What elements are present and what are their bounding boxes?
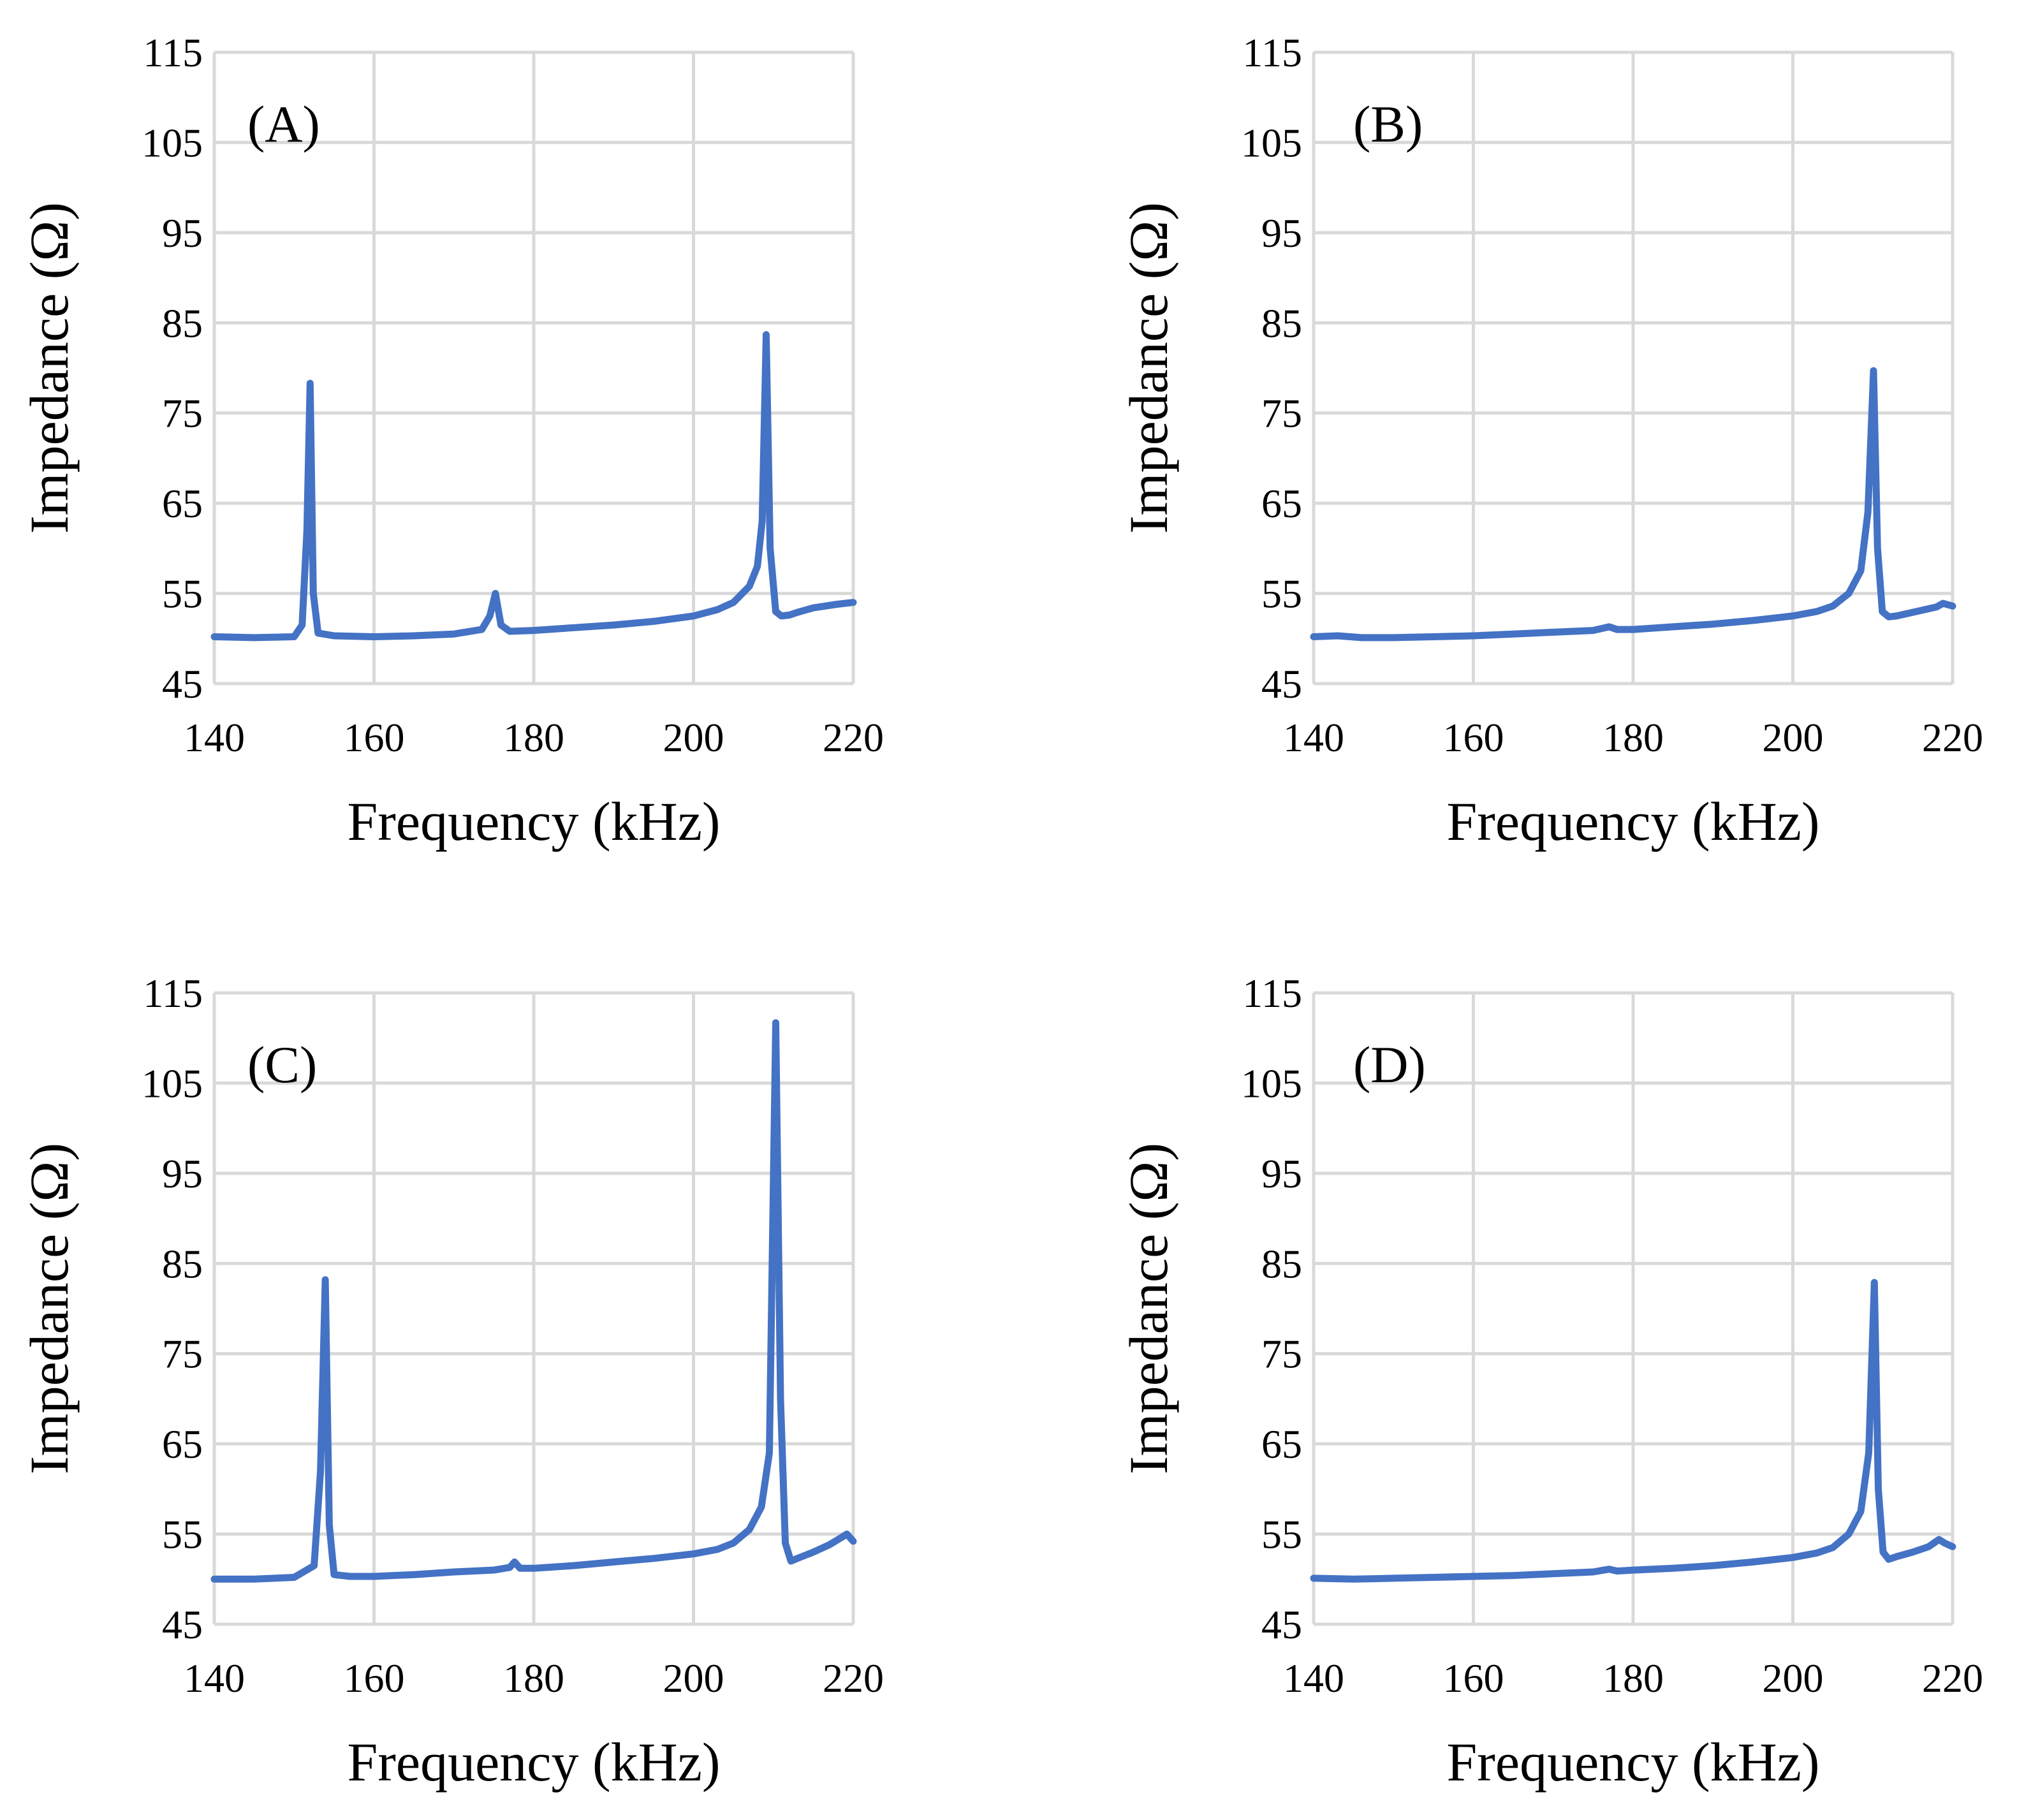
- gridlines: [1312, 991, 1955, 1626]
- y-tick-label: 55: [1261, 571, 1302, 617]
- x-tick-label: 140: [184, 715, 245, 760]
- x-tick-label: 180: [503, 1655, 564, 1701]
- x-tick-label: 200: [663, 1655, 724, 1701]
- y-axis-title: Impedance (Ω): [1118, 202, 1179, 534]
- panel-a: 45 55 65 75 85 95 105 115 140 160 180 200 220 Frequen…: [18, 30, 884, 852]
- y-tick-label: 55: [162, 1512, 203, 1557]
- panels: 45 55 65 75 85 95 105 115 140 160 180 200 220 Frequen…: [18, 30, 1983, 1793]
- panel-label: (C): [247, 1036, 317, 1094]
- y-tick-label: 105: [142, 1060, 203, 1106]
- y-tick-label: 85: [162, 1241, 203, 1286]
- x-tick-label: 220: [1922, 1655, 1983, 1701]
- panel-c: 45 55 65 75 85 95 105 115 140 160 180 200 220 Frequen…: [18, 971, 884, 1793]
- x-axis-title: Frequency (kHz): [347, 1731, 720, 1793]
- x-tick-label: 140: [1283, 715, 1344, 760]
- y-tick-label: 115: [1242, 971, 1302, 1016]
- y-tick-label: 95: [162, 1151, 203, 1196]
- y-tick-label: 115: [1242, 30, 1302, 75]
- panel-label: (B): [1353, 95, 1423, 153]
- y-tick-label: 85: [1261, 300, 1302, 346]
- impedance-series-line: [1310, 1279, 1956, 1583]
- y-tick-label: 115: [143, 971, 203, 1016]
- x-tick-label: 220: [1922, 715, 1983, 760]
- y-tick-label: 85: [1261, 1241, 1302, 1286]
- y-tick-label: 45: [162, 661, 203, 707]
- x-tick-label: 160: [1443, 715, 1504, 760]
- x-tick-label: 160: [344, 1655, 405, 1701]
- y-tick-label: 55: [1261, 1512, 1302, 1557]
- x-tick-label: 200: [1763, 715, 1824, 760]
- y-tick-label: 105: [1241, 1060, 1302, 1106]
- panel-label: (A): [247, 95, 320, 153]
- y-tick-label: 65: [1261, 1421, 1302, 1467]
- y-tick-label: 95: [162, 210, 203, 256]
- x-tick-label: 180: [503, 715, 564, 760]
- x-axis-title: Frequency (kHz): [1446, 791, 1819, 852]
- x-tick-label: 160: [344, 715, 405, 760]
- y-tick-label: 55: [162, 571, 203, 617]
- gridlines: [1312, 50, 1955, 686]
- y-tick-label: 105: [142, 120, 203, 165]
- x-tick-label: 180: [1603, 1655, 1664, 1701]
- impedance-series-line: [210, 1019, 857, 1583]
- y-tick-label: 75: [1261, 1332, 1302, 1377]
- y-tick-label: 65: [162, 1421, 203, 1467]
- x-tick-label: 160: [1443, 1655, 1504, 1701]
- x-tick-label: 180: [1603, 715, 1664, 760]
- x-tick-label: 220: [823, 1655, 884, 1701]
- impedance-series-line: [1310, 367, 1956, 642]
- y-axis-title: Impedance (Ω): [18, 202, 80, 534]
- x-axis-title: Frequency (kHz): [347, 791, 720, 852]
- y-tick-label: 45: [1261, 1602, 1302, 1647]
- y-tick-label: 75: [1261, 391, 1302, 436]
- y-tick-label: 45: [1261, 661, 1302, 707]
- x-tick-label: 140: [1283, 1655, 1344, 1701]
- y-axis-title: Impedance (Ω): [1118, 1143, 1179, 1474]
- panel-d: 45 55 65 75 85 95 105 115 140 160 180 200 220 Frequen…: [1118, 971, 1983, 1793]
- x-axis-title: Frequency (kHz): [1446, 1731, 1819, 1793]
- gridlines: [212, 50, 855, 686]
- y-tick-label: 95: [1261, 1151, 1302, 1196]
- y-tick-label: 45: [162, 1602, 203, 1647]
- x-tick-label: 220: [823, 715, 884, 760]
- y-tick-label: 115: [143, 30, 203, 75]
- panel-label: (D): [1353, 1036, 1426, 1094]
- panel-b: 45 55 65 75 85 95 105 115 140 160 180 200 220 Frequen…: [1118, 30, 1983, 852]
- y-tick-label: 75: [162, 391, 203, 436]
- x-tick-label: 200: [1763, 1655, 1824, 1701]
- y-tick-label: 65: [1261, 481, 1302, 526]
- y-tick-label: 105: [1241, 120, 1302, 165]
- y-tick-label: 95: [1261, 210, 1302, 256]
- y-tick-label: 65: [162, 481, 203, 526]
- y-tick-label: 85: [162, 300, 203, 346]
- x-tick-label: 140: [184, 1655, 245, 1701]
- y-axis-title: Impedance (Ω): [18, 1143, 80, 1474]
- x-tick-label: 200: [663, 715, 724, 760]
- y-tick-label: 75: [162, 1332, 203, 1377]
- impedance-series-line: [210, 331, 857, 642]
